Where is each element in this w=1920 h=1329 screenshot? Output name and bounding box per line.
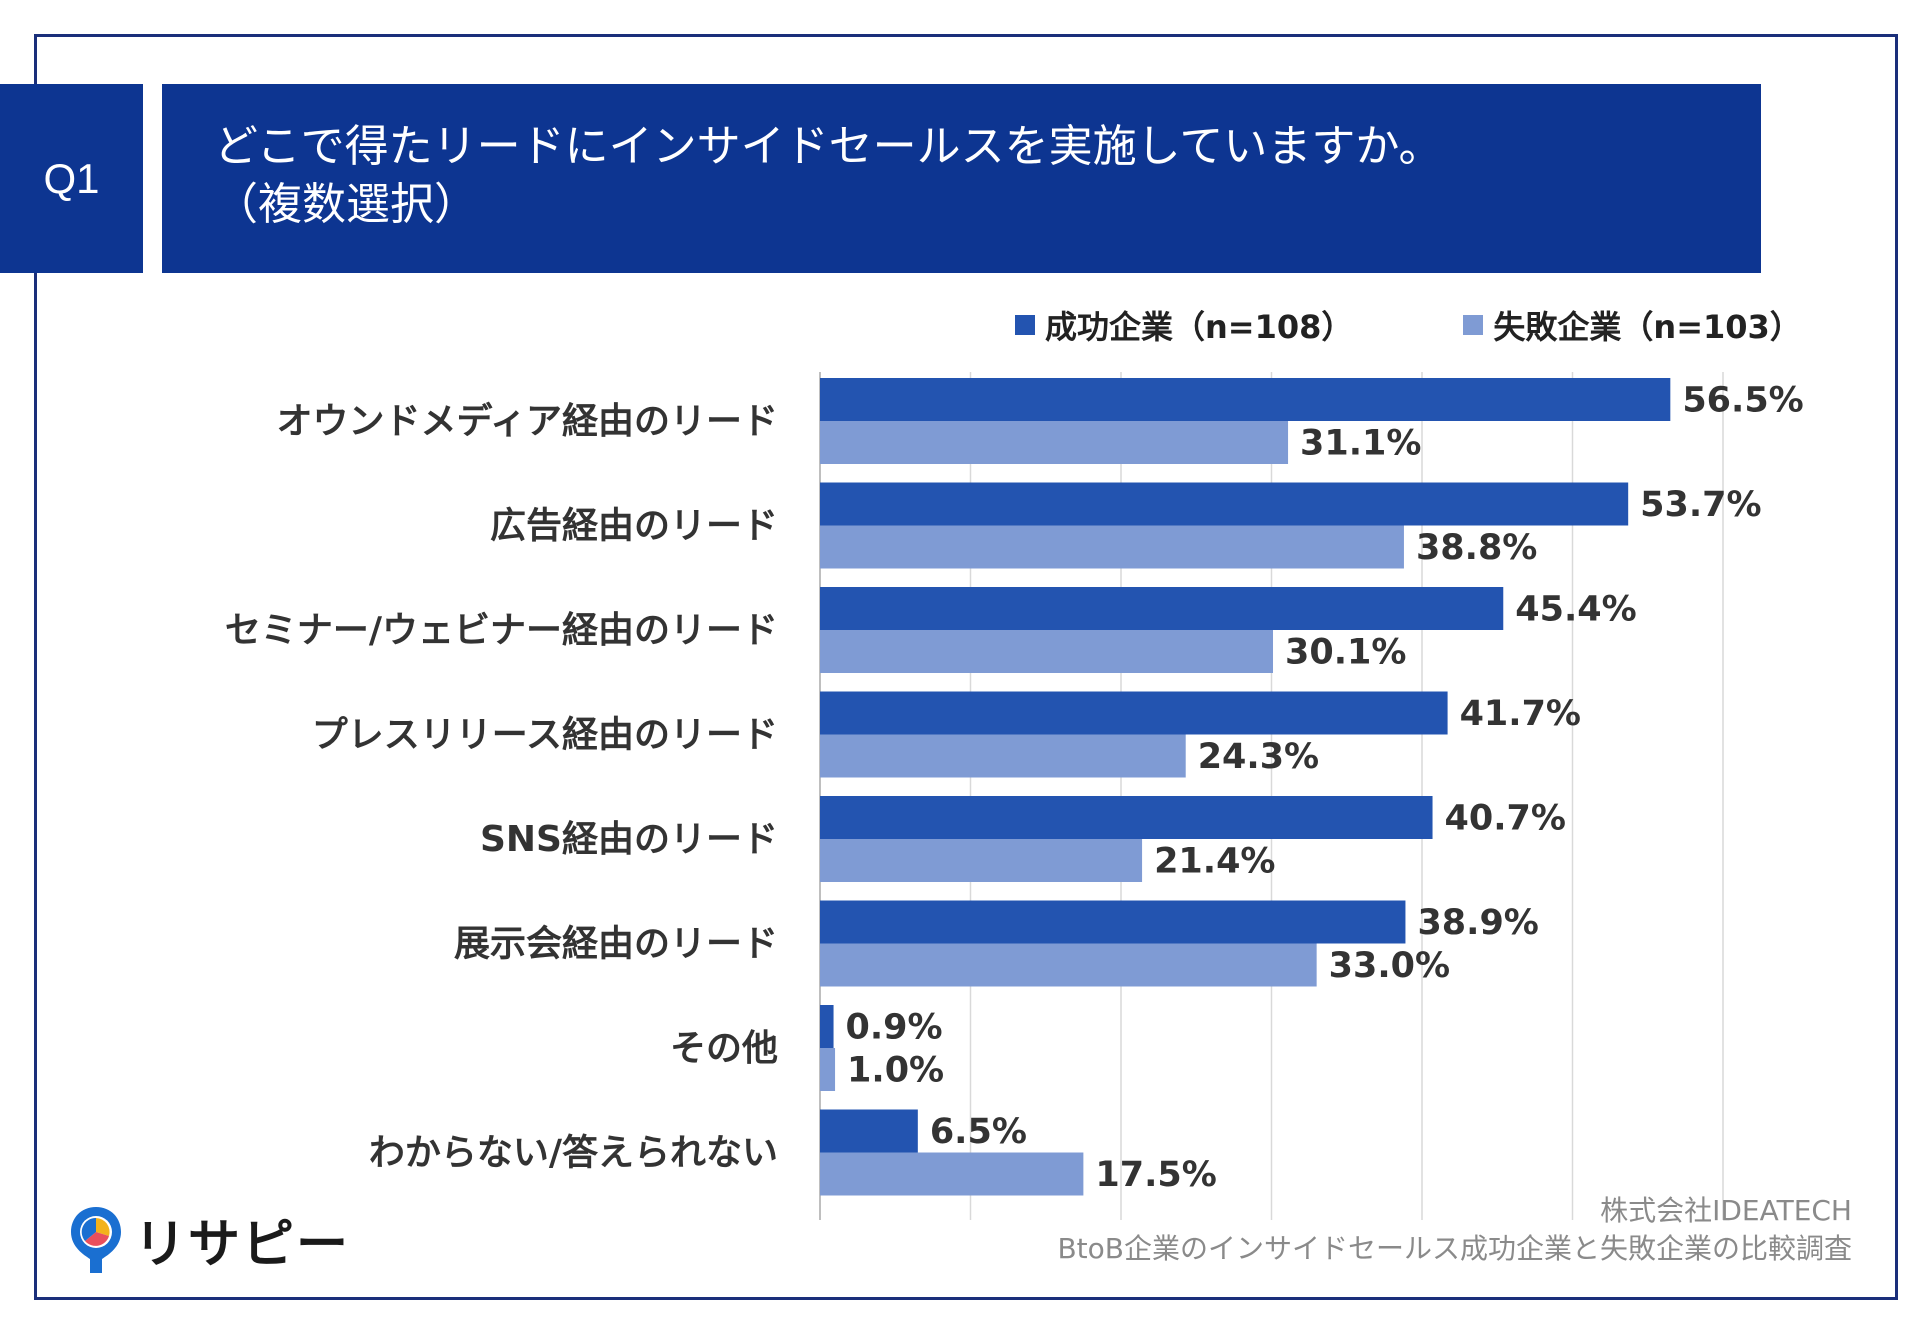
value-label-failure: 21.4% [1154, 842, 1275, 882]
bar-failure [820, 1048, 836, 1091]
bar-failure [820, 421, 1289, 464]
legend-item-success: 成功企業（n=108） [1015, 302, 1353, 348]
value-label-success: 40.7% [1445, 799, 1566, 839]
legend-item-failure: 失敗企業（n=103） [1463, 302, 1802, 348]
bar-failure [820, 1152, 1084, 1196]
value-label-failure: 24.3% [1198, 737, 1319, 777]
category-label: プレスリリース経由のリード [312, 715, 778, 756]
value-label-success: 38.9% [1417, 903, 1538, 943]
value-label-success: 0.9% [846, 1008, 943, 1048]
value-label-success: 6.5% [930, 1112, 1027, 1152]
question-header: どこで得たリードにインサイドセールスを実施していますか。 （複数選択） [162, 84, 1761, 273]
source-company: 株式会社IDEATECH [1600, 1194, 1852, 1227]
value-label-success: 41.7% [1460, 694, 1581, 734]
bar-success [820, 1005, 834, 1048]
bar-failure [820, 734, 1186, 778]
question-subtitle: （複数選択） [214, 179, 478, 230]
value-label-failure: 17.5% [1095, 1155, 1216, 1195]
value-label-success: 45.4% [1515, 590, 1636, 630]
category-label: 展示会経由のリード [454, 924, 778, 965]
category-label: わからない/答えられない [369, 1133, 778, 1174]
source-survey: BtoB企業のインサイドセールス成功企業と失敗企業の比較調査 [1057, 1232, 1852, 1265]
value-label-failure: 38.8% [1416, 528, 1537, 568]
bar-success [820, 482, 1629, 526]
bar-success [820, 1109, 918, 1153]
category-label: オウンドメディア経由のリード [277, 400, 778, 442]
value-label-success: 53.7% [1640, 485, 1761, 525]
legend-label-success: 成功企業（n=108） [1045, 308, 1354, 346]
legend-swatch-success [1015, 315, 1035, 335]
bar-failure [820, 525, 1404, 569]
chart-frame [34, 34, 1898, 1300]
bar-failure [820, 630, 1274, 673]
value-label-failure: 33.0% [1329, 946, 1450, 986]
category-label: 広告経由のリード [490, 506, 778, 547]
bar-success [820, 691, 1448, 735]
category-label: セミナー/ウェビナー経由のリード [225, 610, 778, 651]
value-label-failure: 1.0% [847, 1051, 944, 1091]
bar-failure [820, 943, 1317, 987]
bar-success [820, 378, 1671, 421]
question-title: どこで得たリードにインサイドセールスを実施していますか。 [214, 121, 1443, 172]
legend-label-failure: 失敗企業（n=103） [1493, 308, 1802, 346]
bar-failure [820, 839, 1143, 882]
logo-text: リサピー [134, 1215, 351, 1275]
bar-success [820, 587, 1504, 630]
category-label: その他 [670, 1028, 778, 1069]
risapy-logo: リサピー [68, 1202, 350, 1277]
bar-success [820, 900, 1406, 944]
value-label-failure: 31.1% [1300, 424, 1421, 464]
question-number: Q1 [0, 84, 143, 273]
legend: 成功企業（n=108） 失敗企業（n=103） [1015, 300, 1802, 350]
category-label: SNS経由のリード [480, 819, 778, 860]
pin-logo-icon [71, 1206, 121, 1273]
legend-swatch-failure [1463, 315, 1484, 335]
source-credit: 株式会社IDEATECH BtoB企業のインサイドセールス成功企業と失敗企業の比… [1057, 1192, 1852, 1268]
value-label-success: 56.5% [1682, 381, 1803, 421]
value-label-failure: 30.1% [1285, 633, 1406, 673]
bar-success [820, 796, 1433, 839]
